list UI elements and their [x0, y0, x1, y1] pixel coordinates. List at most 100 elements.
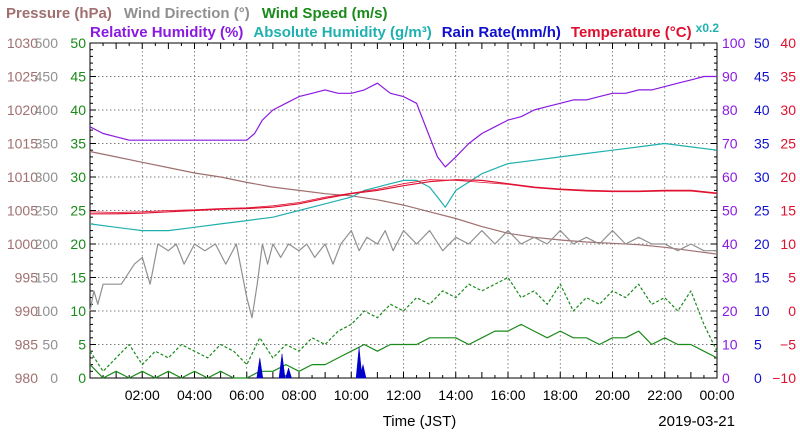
temperature-tick: 5	[788, 270, 796, 286]
legend-entry: Absolute Humidity (g/m³)	[253, 24, 431, 41]
series-temperature-ref	[89, 179, 718, 213]
x-tick-label: 10:00	[334, 387, 369, 403]
rain-spike	[285, 367, 292, 379]
temperature-tick: 40	[780, 35, 796, 51]
legend-entry: Wind Speed (m/s)	[262, 5, 388, 22]
x-tick-label: 08:00	[281, 387, 316, 403]
x-tick-label: 22:00	[647, 387, 682, 403]
x-tick-label: 04:00	[177, 387, 212, 403]
temperature-tick: 35	[780, 69, 796, 85]
pressure-tick: 1000	[7, 236, 38, 252]
x-tick-label: 12:00	[386, 387, 421, 403]
rain-rate-tick: 50	[754, 35, 770, 51]
wind-direction-tick: 0	[50, 370, 58, 386]
wind-direction-tick: 250	[35, 203, 59, 219]
wind-direction-tick: 500	[35, 35, 59, 51]
legend-abs-factor: x0.2	[696, 21, 720, 35]
series-abs-humidity	[89, 142, 718, 232]
wind-direction-tick: 200	[35, 236, 59, 252]
legend-entry: Temperature (°C)	[571, 24, 692, 41]
rain-rate-tick: 15	[754, 270, 770, 286]
temperature-tick: 10	[780, 236, 796, 252]
humidity-tick: 50	[722, 203, 738, 219]
rain-rate-tick: 35	[754, 136, 770, 152]
x-tick-label: 14:00	[438, 387, 473, 403]
pressure-tick: 1010	[7, 169, 38, 185]
humidity-tick: 80	[722, 102, 738, 118]
wind-direction-tick: 350	[35, 136, 59, 152]
temperature-tick: −5	[780, 337, 796, 353]
series-temperature	[90, 179, 718, 215]
pressure-tick: 985	[15, 337, 39, 353]
temperature-tick: 20	[780, 169, 796, 185]
chart-date: 2019-03-21	[658, 413, 735, 430]
wind-direction-tick: 300	[35, 169, 59, 185]
x-axis-label: Time (JST)	[383, 413, 457, 430]
wind-speed-tick: 50	[70, 35, 86, 51]
pressure-tick: 1015	[7, 136, 38, 152]
wind-direction-tick: 150	[35, 270, 59, 286]
temperature-tick: 30	[780, 102, 796, 118]
x-tick-label: 18:00	[543, 387, 578, 403]
wind-speed-tick: 5	[78, 337, 86, 353]
wind-speed-tick: 35	[70, 136, 86, 152]
series-pressure	[89, 150, 718, 255]
x-tick-label: 00:00	[699, 387, 734, 403]
pressure-tick: 995	[15, 270, 39, 286]
humidity-tick: 10	[722, 337, 738, 353]
legend-entry: Pressure (hPa)	[6, 5, 112, 22]
wind-direction-tick: 100	[35, 303, 59, 319]
humidity-tick: 90	[722, 69, 738, 85]
series-wind-max	[89, 276, 718, 372]
wind-speed-tick: 25	[70, 203, 86, 219]
pressure-tick: 1020	[7, 102, 38, 118]
rain-spike	[355, 347, 363, 379]
temperature-tick: 15	[780, 203, 796, 219]
rain-rate-tick: 30	[754, 169, 770, 185]
wind-speed-tick: 10	[70, 303, 86, 319]
rain-rate-tick: 20	[754, 236, 770, 252]
rain-rate-tick: 5	[754, 337, 762, 353]
humidity-tick: 30	[722, 270, 738, 286]
rain-rate-tick: 25	[754, 203, 770, 219]
rain-spike	[359, 364, 367, 379]
pressure-tick: 980	[15, 370, 39, 386]
wind-speed-tick: 15	[70, 270, 86, 286]
temperature-tick: 0	[788, 303, 796, 319]
x-tick-label: 16:00	[490, 387, 525, 403]
rain-rate-tick: 45	[754, 69, 770, 85]
pressure-tick: 1025	[7, 69, 38, 85]
rain-rate-tick: 0	[754, 370, 762, 386]
humidity-tick: 60	[722, 169, 738, 185]
humidity-tick: 0	[722, 370, 730, 386]
pressure-tick: 990	[15, 303, 39, 319]
wind-speed-tick: 0	[78, 370, 86, 386]
legend-entry: Rain Rate(mm/h)	[442, 24, 561, 41]
rain-rate-tick: 10	[754, 303, 770, 319]
rain-spike	[278, 353, 286, 379]
humidity-tick: 70	[722, 136, 738, 152]
pressure-tick: 1030	[7, 35, 38, 51]
wind-speed-tick: 40	[70, 102, 86, 118]
x-tick-label: 02:00	[125, 387, 160, 403]
wind-speed-tick: 45	[70, 69, 86, 85]
wind-direction-tick: 50	[42, 337, 58, 353]
series-wind-direction	[89, 230, 717, 319]
wind-speed-tick: 20	[70, 236, 86, 252]
wind-speed-tick: 30	[70, 169, 86, 185]
humidity-tick: 100	[722, 35, 746, 51]
wind-direction-tick: 450	[35, 69, 59, 85]
series-rel-humidity	[89, 75, 717, 168]
humidity-tick: 20	[722, 303, 738, 319]
humidity-tick: 40	[722, 236, 738, 252]
temperature-tick: 25	[780, 136, 796, 152]
series-wind-speed	[89, 323, 718, 379]
temperature-tick: −10	[772, 370, 796, 386]
rain-rate-tick: 40	[754, 102, 770, 118]
legend-entry: Relative Humidity (%)	[90, 24, 243, 41]
pressure-tick: 1005	[7, 203, 38, 219]
wind-direction-tick: 400	[35, 102, 59, 118]
x-tick-label: 06:00	[229, 387, 264, 403]
rain-spike	[256, 357, 264, 379]
